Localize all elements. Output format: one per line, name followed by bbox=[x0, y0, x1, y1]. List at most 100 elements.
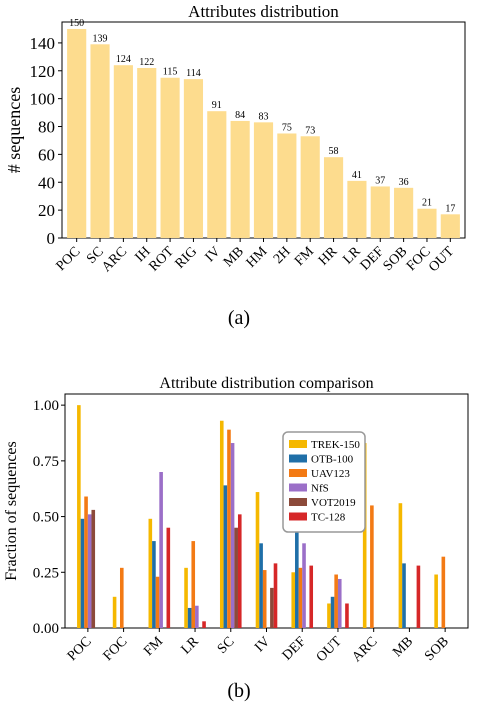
x-tick-label: ARC bbox=[99, 244, 130, 275]
y-axis-label: # sequences bbox=[4, 87, 24, 173]
x-tick-label: LR bbox=[179, 634, 203, 658]
bar bbox=[113, 65, 133, 238]
legend-label: TC-128 bbox=[311, 512, 346, 524]
legend-label: OTB-100 bbox=[311, 454, 354, 466]
bar bbox=[237, 514, 242, 628]
bar bbox=[398, 503, 403, 628]
bar bbox=[417, 208, 437, 238]
y-tick-label: 0.25 bbox=[33, 565, 59, 581]
bar bbox=[223, 485, 228, 628]
bar bbox=[137, 67, 157, 239]
bar bbox=[195, 605, 199, 628]
bar bbox=[207, 111, 227, 238]
y-tick-label: 100 bbox=[30, 90, 56, 109]
bar bbox=[434, 574, 438, 628]
legend-swatch bbox=[289, 454, 307, 463]
y-tick-label: 1.00 bbox=[33, 398, 59, 414]
bar bbox=[191, 541, 196, 628]
x-tick-label: SOB bbox=[381, 244, 411, 274]
legend-label: NfS bbox=[311, 483, 329, 495]
x-tick-label: FM bbox=[292, 244, 317, 269]
bar bbox=[327, 603, 331, 628]
bar bbox=[302, 543, 306, 628]
bar bbox=[277, 133, 297, 238]
x-tick-label: HM bbox=[244, 244, 271, 271]
x-tick-label: RIG bbox=[173, 244, 201, 272]
bar bbox=[262, 570, 267, 628]
y-tick-label: 0.50 bbox=[33, 510, 59, 526]
bar-value-label: 17 bbox=[445, 203, 455, 214]
legend-swatch bbox=[289, 440, 307, 448]
bar bbox=[183, 79, 204, 238]
bar bbox=[184, 567, 188, 628]
bar bbox=[166, 527, 171, 628]
bar bbox=[362, 443, 367, 628]
y-tick-label: 0 bbox=[47, 229, 56, 248]
bar bbox=[155, 576, 160, 628]
bar bbox=[345, 603, 349, 628]
caption-b: (b) bbox=[227, 680, 251, 702]
bar-value-label: 115 bbox=[163, 67, 178, 78]
bar bbox=[91, 509, 96, 628]
x-tick-label: IV bbox=[203, 244, 224, 265]
bar-value-label: 37 bbox=[375, 175, 385, 186]
x-tick-label: DEF bbox=[280, 634, 309, 663]
x-tick-label: SOB bbox=[422, 634, 452, 664]
x-tick-label: FOC bbox=[101, 634, 131, 664]
bar bbox=[230, 120, 250, 238]
x-tick-label: SC bbox=[215, 634, 238, 657]
attributes-distribution-chart: Attributes distribution # sequences 0 20 40 6… bbox=[4, 2, 466, 275]
bar-value-label: 58 bbox=[329, 146, 339, 157]
bar-value-label: 139 bbox=[93, 33, 108, 44]
bar bbox=[80, 518, 85, 628]
y-tick-label: 40 bbox=[38, 173, 55, 192]
x-tick-label: POC bbox=[65, 634, 95, 664]
bar-value-label: 41 bbox=[352, 170, 362, 181]
bar bbox=[112, 596, 117, 628]
bar bbox=[77, 405, 81, 628]
x-tick-label: OUT bbox=[426, 244, 457, 275]
y-tick-label: 0.75 bbox=[33, 454, 59, 470]
bar bbox=[273, 563, 278, 628]
bar bbox=[255, 492, 260, 628]
caption-a: (a) bbox=[227, 307, 251, 329]
bar-value-label: 122 bbox=[139, 57, 154, 68]
legend-label: VOT2019 bbox=[311, 497, 356, 509]
x-tick-label: DEF bbox=[358, 244, 387, 273]
bar bbox=[84, 496, 88, 628]
bar bbox=[330, 596, 335, 628]
bar bbox=[253, 122, 274, 238]
bar-value-label: 36 bbox=[399, 177, 409, 188]
y-tick-label: 60 bbox=[38, 145, 55, 164]
x-tick-label: 2H bbox=[271, 244, 294, 267]
x-tick-label: POC bbox=[54, 244, 84, 274]
bar bbox=[347, 180, 367, 238]
legend-swatch bbox=[289, 469, 307, 477]
bar bbox=[394, 187, 414, 238]
bar bbox=[187, 607, 192, 628]
bar bbox=[234, 527, 238, 628]
bar-value-label: 91 bbox=[212, 100, 222, 111]
bar-value-label: 75 bbox=[282, 122, 292, 133]
bar bbox=[300, 136, 320, 238]
bar bbox=[259, 543, 263, 628]
bar bbox=[152, 541, 156, 628]
chart-title: Attributes distribution bbox=[188, 2, 339, 21]
bar-value-label: 21 bbox=[422, 198, 432, 209]
bar bbox=[227, 429, 231, 628]
legend-swatch bbox=[289, 512, 307, 521]
bar bbox=[416, 565, 421, 628]
y-tick-label: 120 bbox=[30, 62, 56, 81]
bar bbox=[309, 565, 314, 628]
x-tick-label: MB bbox=[221, 244, 247, 270]
x-tick-label: FM bbox=[141, 634, 166, 659]
legend-swatch bbox=[289, 483, 307, 492]
x-tick-label: IV bbox=[252, 634, 273, 655]
x-tick-label: HR bbox=[316, 244, 341, 269]
x-tick-label: ROT bbox=[147, 244, 178, 275]
bar bbox=[441, 556, 446, 628]
bar-value-label: 83 bbox=[259, 111, 269, 122]
bar bbox=[402, 563, 406, 628]
bar bbox=[159, 472, 163, 628]
bar bbox=[291, 572, 296, 628]
